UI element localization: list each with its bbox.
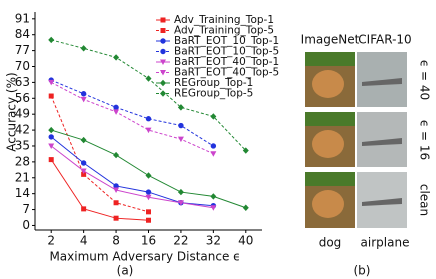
y-axis-label: Accuracy (%): [5, 72, 19, 151]
y-tick-label: 14: [15, 186, 30, 200]
marker: [160, 79, 166, 87]
marker: [177, 136, 184, 143]
legend-label: BaRT_EOT_40_Top-5: [174, 67, 279, 79]
marker: [113, 151, 120, 159]
marker: [210, 205, 217, 211]
marker: [80, 168, 87, 174]
marker: [113, 54, 120, 61]
legend-label: BaRT_EOT_40_Top-1: [174, 56, 279, 68]
marker: [160, 48, 166, 55]
marker: [48, 79, 55, 86]
row-label: clean: [418, 184, 432, 216]
y-tick-label: 91: [15, 11, 30, 25]
x-tick-label: 32: [206, 234, 221, 248]
marker: [48, 143, 55, 149]
marker: [160, 38, 166, 44]
marker: [81, 206, 87, 212]
marker: [81, 171, 87, 177]
marker: [113, 200, 119, 206]
marker: [242, 204, 249, 211]
marker: [210, 143, 217, 149]
marker: [145, 116, 152, 122]
y-tick-label: 70: [15, 59, 30, 73]
legend-label: Adv_Training_Top-5: [174, 25, 274, 37]
marker: [113, 109, 120, 115]
marker: [160, 59, 166, 65]
marker: [113, 183, 119, 189]
marker: [80, 91, 87, 97]
legend-label: BaRT_EOT_10_Top-1: [174, 35, 279, 47]
series-line: [50, 81, 214, 155]
marker: [146, 217, 151, 223]
marker: [113, 187, 120, 194]
marker: [80, 96, 87, 103]
caption: (b): [354, 264, 371, 278]
row-label: ϵ = 40: [418, 60, 432, 100]
legend-label: REGroup_Top-1: [174, 77, 253, 89]
y-tick-label: 42: [15, 123, 30, 137]
marker: [160, 70, 166, 76]
image-grid: [305, 52, 407, 228]
marker: [177, 188, 184, 196]
y-tick-label: 63: [15, 75, 30, 89]
y-tick-label: 7: [22, 202, 30, 216]
y-tick-label: 0: [22, 218, 30, 232]
marker: [48, 134, 54, 140]
class-label: dog: [319, 236, 342, 250]
x-tick-label: 40: [238, 234, 253, 248]
marker: [210, 193, 217, 200]
marker: [145, 189, 152, 195]
marker: [145, 127, 152, 134]
marker: [80, 160, 87, 166]
marker: [146, 209, 151, 215]
column-label: ImageNet: [301, 33, 360, 47]
marker: [177, 200, 184, 206]
x-axis-label: Maximum Adversary Distance ϵ: [49, 250, 240, 264]
marker: [113, 104, 119, 111]
marker: [80, 136, 87, 144]
series-line: [50, 136, 214, 207]
series-line: [50, 145, 214, 209]
y-tick-label: 77: [15, 43, 30, 57]
legend-label: REGroup_Top-5: [174, 88, 253, 100]
x-tick-label: 8: [112, 234, 120, 248]
row-label: ϵ = 16: [418, 120, 432, 160]
y-tick-label: 84: [15, 27, 30, 41]
class-label: airplane: [361, 236, 410, 250]
x-tick-label: 16: [141, 234, 156, 248]
marker: [48, 126, 55, 134]
marker: [48, 93, 54, 99]
marker: [145, 172, 152, 179]
marker: [177, 104, 184, 111]
marker: [210, 113, 217, 120]
marker: [178, 122, 184, 129]
marker: [48, 36, 55, 44]
y-tick-label: 28: [15, 154, 30, 168]
marker: [113, 215, 119, 221]
legend-label: Adv_Training_Top-1: [174, 14, 274, 26]
y-tick-label: 56: [15, 91, 30, 105]
marker: [242, 147, 249, 154]
marker: [160, 90, 166, 97]
marker: [80, 45, 87, 52]
marker: [160, 17, 166, 23]
series-line: [50, 159, 149, 221]
marker: [48, 157, 54, 163]
series-line: [51, 79, 214, 147]
y-tick-label: 21: [15, 170, 30, 184]
y-tick-label: 35: [15, 138, 30, 152]
marker: [210, 151, 217, 157]
legend-label: BaRT_EOT_10_Top-5: [174, 46, 279, 58]
marker: [160, 28, 166, 33]
x-tick-label: 4: [80, 234, 88, 248]
caption: (a): [117, 264, 134, 278]
marker: [145, 194, 152, 201]
marker: [145, 75, 152, 82]
x-tick-label: 22: [173, 234, 188, 248]
y-tick-label: 49: [15, 107, 30, 121]
x-tick-label: 2: [47, 234, 55, 248]
column-label: CIFAR-10: [358, 33, 411, 47]
